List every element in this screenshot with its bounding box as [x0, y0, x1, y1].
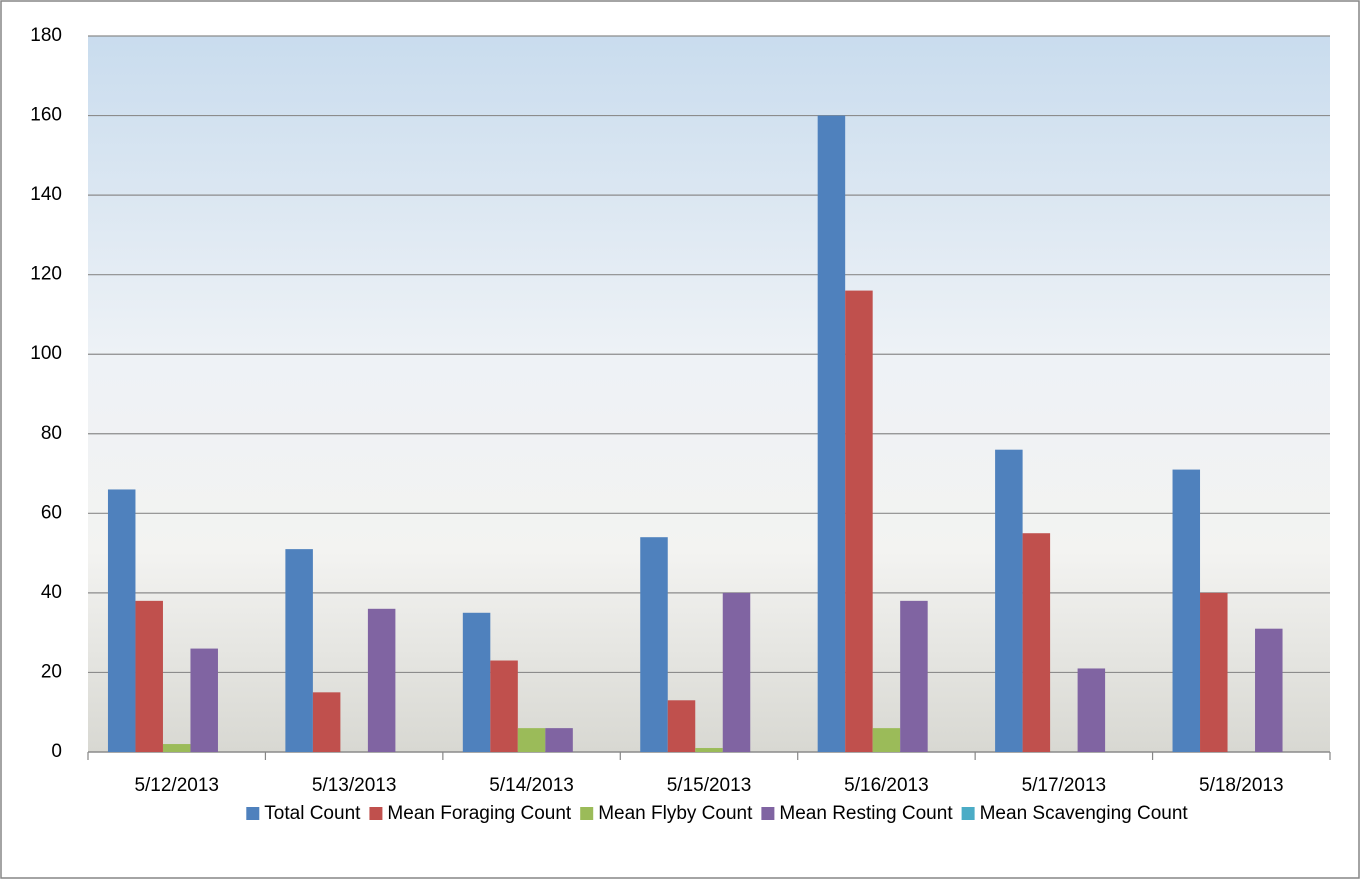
legend-label: Mean Scavenging Count [980, 803, 1189, 824]
legend-label: Mean Resting Count [779, 803, 953, 824]
bar [723, 593, 751, 752]
legend-label: Mean Flyby Count [598, 803, 753, 824]
legend-swatch [246, 807, 259, 820]
bar [1078, 668, 1106, 752]
bar [518, 728, 546, 752]
legend: Total Count Mean Foraging Count Mean Flyby… [246, 803, 1188, 824]
bar [163, 744, 191, 752]
y-tick-label: 0 [51, 741, 62, 762]
bar [285, 549, 313, 752]
chart: Total Count Mean Foraging Count Mean Flyby… [0, 0, 1361, 880]
bar [695, 748, 723, 752]
plot-background [88, 36, 1330, 752]
legend-label: Mean Foraging Count [387, 803, 571, 824]
x-tick-label: 5/16/2013 [844, 775, 929, 796]
legend-swatch [962, 807, 975, 820]
bar [845, 291, 873, 752]
bar [1023, 533, 1051, 752]
x-tick-label: 5/17/2013 [1022, 775, 1107, 796]
bar [640, 537, 668, 752]
page: {"chart_data": {"type": "bar", "categori… [0, 0, 1361, 880]
bar [545, 728, 573, 752]
y-tick-label: 40 [41, 582, 62, 603]
bar [668, 700, 696, 752]
legend-swatch [580, 807, 593, 820]
x-tick-label: 5/13/2013 [312, 775, 397, 796]
x-tick-label: 5/18/2013 [1199, 775, 1284, 796]
bar [900, 601, 928, 752]
x-tick-label: 5/15/2013 [667, 775, 752, 796]
bar [1200, 593, 1228, 752]
x-tick-label: 5/14/2013 [489, 775, 574, 796]
bar [313, 692, 341, 752]
bar [818, 116, 846, 752]
legend-swatch [761, 807, 774, 820]
y-tick-label: 160 [30, 105, 62, 126]
y-tick-label: 80 [41, 423, 62, 444]
bar [995, 450, 1023, 752]
bar [108, 489, 136, 752]
bar [1173, 470, 1201, 752]
y-tick-label: 100 [30, 343, 62, 364]
bar [463, 613, 491, 752]
bar [135, 601, 163, 752]
y-tick-label: 140 [30, 184, 62, 205]
bar [368, 609, 396, 752]
legend-swatch [369, 807, 382, 820]
y-tick-label: 180 [30, 25, 62, 46]
legend-label: Total Count [264, 803, 361, 824]
y-tick-label: 60 [41, 502, 62, 523]
bar [190, 649, 218, 752]
bar [1255, 629, 1283, 752]
bar [873, 728, 901, 752]
x-tick-label: 5/12/2013 [134, 775, 219, 796]
y-tick-label: 120 [30, 264, 62, 285]
bar [490, 661, 518, 752]
y-tick-label: 20 [41, 661, 62, 682]
